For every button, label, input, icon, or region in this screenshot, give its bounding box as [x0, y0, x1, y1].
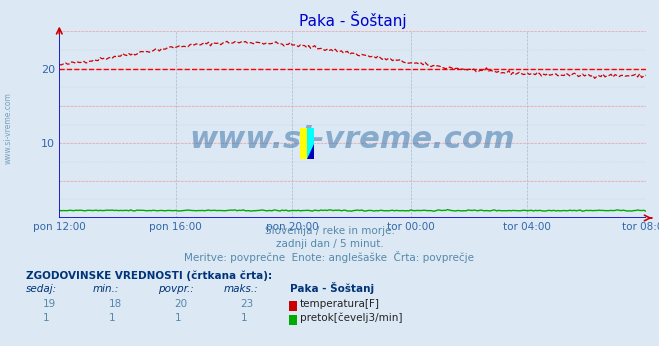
Text: www.si-vreme.com: www.si-vreme.com [3, 92, 13, 164]
Text: povpr.:: povpr.: [158, 284, 194, 294]
Text: temperatura[F]: temperatura[F] [300, 299, 380, 309]
Polygon shape [307, 144, 314, 159]
Text: 18: 18 [109, 299, 122, 309]
Text: ZGODOVINSKE VREDNOSTI (črtkana črta):: ZGODOVINSKE VREDNOSTI (črtkana črta): [26, 270, 272, 281]
Text: sedaj:: sedaj: [26, 284, 57, 294]
Text: 1: 1 [175, 313, 181, 323]
Bar [300, 128, 307, 159]
Text: min.:: min.: [92, 284, 119, 294]
Text: Slovenija / reke in morje.: Slovenija / reke in morje. [264, 226, 395, 236]
Text: 1: 1 [43, 313, 49, 323]
Title: Paka - Šoštanj: Paka - Šoštanj [299, 11, 407, 29]
Text: 19: 19 [43, 299, 56, 309]
Text: maks.:: maks.: [224, 284, 259, 294]
Text: 1: 1 [241, 313, 247, 323]
Text: pretok[čevelj3/min]: pretok[čevelj3/min] [300, 312, 403, 323]
Text: 23: 23 [241, 299, 254, 309]
Text: 20: 20 [175, 299, 188, 309]
Text: www.si-vreme.com: www.si-vreme.com [190, 125, 515, 154]
Text: zadnji dan / 5 minut.: zadnji dan / 5 minut. [275, 239, 384, 249]
Text: Paka - Šoštanj: Paka - Šoštanj [290, 282, 374, 294]
Text: 1: 1 [109, 313, 115, 323]
Bar [307, 128, 314, 159]
Text: Meritve: povprečne  Enote: anglešaške  Črta: povprečje: Meritve: povprečne Enote: anglešaške Črt… [185, 251, 474, 263]
